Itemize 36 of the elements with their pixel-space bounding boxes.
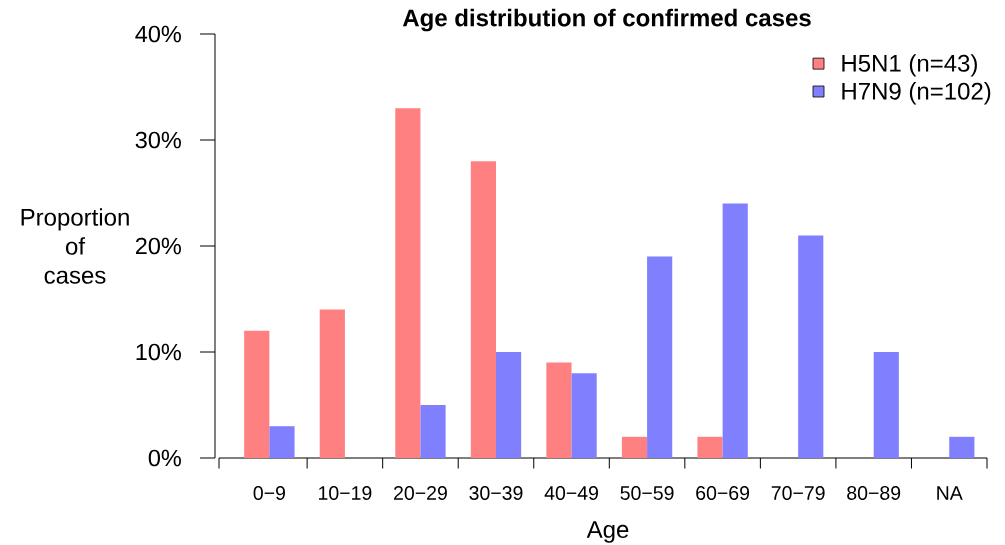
x-tick-label: 0−9: [253, 486, 285, 500]
legend-label: H5N1 (n=43): [842, 54, 977, 77]
bar: [269, 426, 295, 458]
y-tick-label: 20%: [135, 237, 181, 255]
y-tick-label: 30%: [135, 131, 181, 149]
y-tick-label: 0%: [148, 449, 181, 467]
x-tick-label: 60−69: [696, 486, 750, 500]
bar: [395, 108, 421, 458]
bar: [319, 309, 345, 458]
bar: [470, 161, 496, 458]
bar: [621, 436, 648, 458]
x-tick-label: 70−79: [771, 486, 825, 500]
x-tick-label: NA: [937, 486, 963, 500]
bar: [722, 203, 748, 458]
bar: [546, 362, 572, 458]
y-axis-title: Proportion of cases: [21, 208, 129, 284]
legend-label: H7N9 (n=102): [842, 82, 991, 105]
bar: [647, 256, 673, 458]
bar: [798, 235, 824, 458]
bar: [949, 436, 975, 458]
bar: [873, 352, 899, 458]
x-tick-label: 30−39: [469, 486, 523, 500]
y-tick-label: 10%: [136, 343, 181, 361]
y-tick-label: 40%: [135, 25, 181, 43]
bar: [420, 405, 446, 458]
x-tick-label: 20−29: [394, 486, 447, 500]
chart-title: Age distribution of confirmed cases: [402, 8, 811, 32]
bar: [495, 352, 522, 458]
x-tick-label: 40−49: [544, 486, 598, 500]
x-tick-label: 10−19: [319, 486, 372, 500]
bar: [697, 436, 723, 458]
bar: [244, 330, 270, 458]
x-tick-label: 80−89: [847, 486, 901, 500]
x-tick-label: 50−59: [620, 486, 674, 500]
bar: [571, 373, 597, 458]
x-axis-title: Age: [586, 521, 629, 543]
